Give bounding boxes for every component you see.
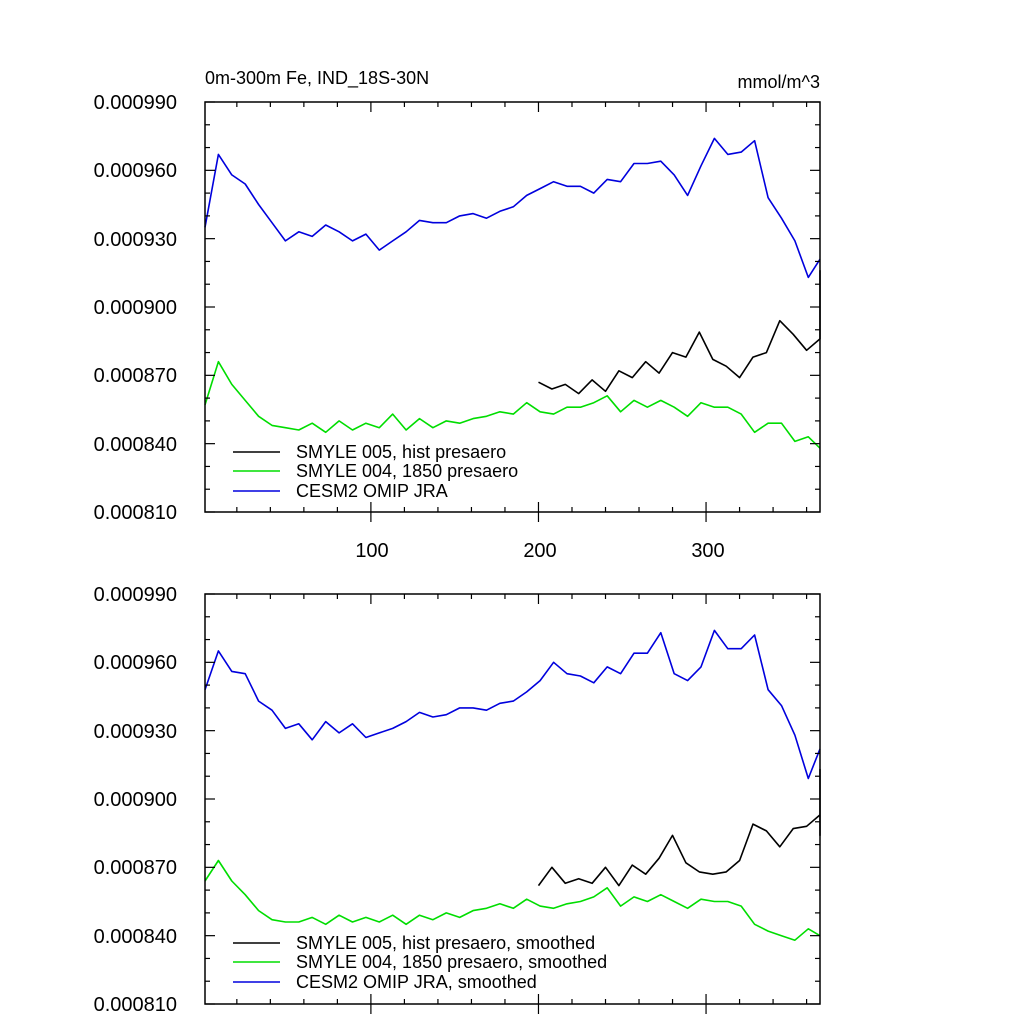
y-tick-label: 0.000990 bbox=[94, 584, 177, 606]
series-line-smyle-005-hist-presaero bbox=[538, 269, 821, 395]
x-tick-label: 100 bbox=[355, 540, 388, 562]
plot-frame bbox=[204, 593, 821, 1005]
x-tick-label: 300 bbox=[691, 540, 724, 562]
series-line-smyle-005-hist-presaero-smoothed bbox=[537, 768, 821, 887]
legend-label-1850: SMYLE 004, 1850 presaero bbox=[296, 461, 518, 481]
plot-frame bbox=[204, 101, 821, 513]
series-line-cesm2-omip-jra bbox=[204, 137, 821, 279]
y-tick-label: 0.000930 bbox=[94, 229, 177, 251]
top-panel: 0m-300m Fe, IND_18S-30N mmol/m^3 0.00099… bbox=[94, 68, 821, 562]
x-tick-labels: 100 200 300 bbox=[355, 540, 724, 562]
y-tick-label: 0.000930 bbox=[94, 721, 177, 743]
y-tick-label: 0.000870 bbox=[94, 365, 177, 387]
y-tick-label: 0.000960 bbox=[94, 652, 177, 674]
legend: SMYLE 005, hist presaero, smoothed SMYLE… bbox=[233, 933, 607, 992]
y-tick-labels: 0.000990 0.000960 0.000930 0.000900 0.00… bbox=[94, 584, 177, 1016]
legend-label-hist-smoothed: SMYLE 005, hist presaero, smoothed bbox=[296, 933, 595, 953]
y-tick-label: 0.000840 bbox=[94, 434, 177, 456]
x-tick-label: 200 bbox=[523, 540, 556, 562]
y-tick-label: 0.000960 bbox=[94, 160, 177, 182]
bottom-panel: 0.000990 0.000960 0.000930 0.000900 0.00… bbox=[94, 584, 821, 1016]
units-label: mmol/m^3 bbox=[738, 72, 820, 92]
legend-label-omip-smoothed: CESM2 OMIP JRA, smoothed bbox=[296, 972, 537, 992]
y-tick-label: 0.000810 bbox=[94, 502, 177, 524]
y-tick-label: 0.000990 bbox=[94, 92, 177, 114]
legend: SMYLE 005, hist presaero SMYLE 004, 1850… bbox=[233, 442, 518, 501]
series-layer bbox=[204, 137, 821, 449]
legend-label-omip: CESM2 OMIP JRA bbox=[296, 481, 448, 501]
y-tick-label: 0.000900 bbox=[94, 297, 177, 319]
series-layer bbox=[204, 629, 821, 942]
legend-label-hist: SMYLE 005, hist presaero bbox=[296, 442, 506, 462]
series-line-smyle-004-1850-presaero-smoothed bbox=[204, 859, 821, 942]
y-tick-label: 0.000870 bbox=[94, 857, 177, 879]
y-tick-labels: 0.000990 0.000960 0.000930 0.000900 0.00… bbox=[94, 92, 177, 524]
y-tick-label: 0.000900 bbox=[94, 789, 177, 811]
series-line-smyle-004-1850-presaero bbox=[204, 360, 821, 449]
panel-title: 0m-300m Fe, IND_18S-30N bbox=[205, 68, 429, 89]
y-tick-label: 0.000810 bbox=[94, 994, 177, 1016]
series-line-cesm2-omip-jra-smoothed bbox=[204, 629, 821, 780]
legend-label-1850-smoothed: SMYLE 004, 1850 presaero, smoothed bbox=[296, 952, 607, 972]
y-tick-label: 0.000840 bbox=[94, 926, 177, 948]
